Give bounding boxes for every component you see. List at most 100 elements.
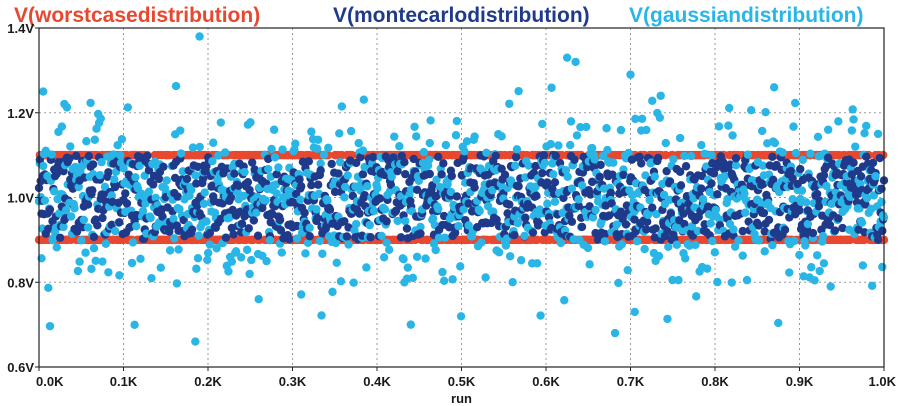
gaussian-point [590,155,599,164]
gaussian-point [416,222,425,232]
gaussian-point [774,318,783,328]
montecarlo-point [198,174,208,183]
gaussian-point [359,95,369,104]
montecarlo-point [637,159,646,168]
montecarlo-point [528,228,538,237]
gaussian-point [477,238,486,247]
gaussian-point [860,128,869,138]
gaussian-point [130,320,139,330]
gaussian-point [428,214,438,223]
montecarlo-point [400,157,409,167]
worstcase-point [661,150,670,160]
montecarlo-point [340,217,349,226]
gaussian-point [365,220,374,230]
gaussian-point [116,151,125,160]
gaussian-point [706,219,715,228]
gaussian-point [318,249,327,258]
montecarlo-point [503,209,512,218]
gaussian-point [731,161,741,170]
gaussian-point [554,141,563,150]
gaussian-point [172,279,182,288]
gaussian-point [456,262,465,271]
gaussian-point [760,247,769,256]
montecarlo-point [731,154,741,163]
gaussian-point [323,196,332,206]
montecarlo-point [327,159,336,169]
gaussian-point [412,132,421,141]
gaussian-point [270,153,280,162]
gaussian-point [614,278,623,288]
gaussian-point [362,263,371,272]
montecarlo-point [249,216,259,225]
montecarlo-point [500,170,510,179]
gaussian-point [617,240,626,249]
gaussian-point [254,295,263,304]
gaussian-point [387,172,396,181]
gaussian-point [132,221,141,231]
gaussian-point [136,254,145,264]
montecarlo-point [570,155,579,164]
gaussian-point [55,209,64,218]
gaussian-point [187,185,196,195]
gaussian-point [434,233,444,242]
montecarlo-point [229,230,238,239]
montecarlo-point [110,182,120,192]
montecarlo-point [577,222,587,232]
gaussian-point [337,102,347,111]
gaussian-point [170,234,179,243]
gaussian-point [432,175,441,185]
gaussian-point [346,126,356,136]
montecarlo-point [616,207,626,216]
gaussian-point [734,236,743,245]
gaussian-point [452,116,462,126]
gaussian-point [448,275,457,284]
gaussian-point [188,143,198,152]
gaussian-point [680,151,689,161]
gaussian-point [328,287,337,297]
gaussian-point [440,233,450,242]
gaussian-point [70,204,79,213]
gaussian-point [138,206,148,216]
gaussian-point [710,248,720,257]
montecarlo-point [759,208,769,218]
gaussian-point [313,144,322,153]
gaussian-point [754,236,764,245]
gaussian-point [723,194,732,204]
gaussian-point [663,314,672,324]
gaussian-point [192,264,201,273]
montecarlo-point [707,179,716,188]
gaussian-point [770,138,780,148]
montecarlo-point [439,159,448,168]
gaussian-point [803,219,813,229]
gaussian-point [475,206,484,216]
gaussian-point [707,151,716,160]
montecarlo-point [505,200,514,209]
gaussian-point [240,167,249,177]
gaussian-point [142,229,151,238]
montecarlo-point [187,225,197,234]
gaussian-point [115,271,124,280]
gaussian-point [307,127,316,136]
gaussian-point [131,173,140,182]
gaussian-point [797,186,807,195]
gaussian-point [494,248,504,257]
montecarlo-point [676,181,686,190]
gaussian-point [151,193,160,202]
gaussian-point [52,243,61,252]
gaussian-point [686,151,696,161]
montecarlo-point [780,225,790,235]
montecarlo-point [758,180,768,189]
montecarlo-point [104,168,113,177]
gaussian-point [412,252,422,261]
gaussian-point [543,199,552,208]
montecarlo-point [66,175,75,184]
gaussian-point [209,138,218,147]
montecarlo-point [464,199,473,208]
gaussian-point [296,195,305,204]
gaussian-point [216,118,226,127]
gaussian-point [669,155,678,164]
montecarlo-point [244,224,253,233]
gaussian-point [497,132,506,141]
gaussian-point [113,140,122,150]
gaussian-point [572,131,582,140]
